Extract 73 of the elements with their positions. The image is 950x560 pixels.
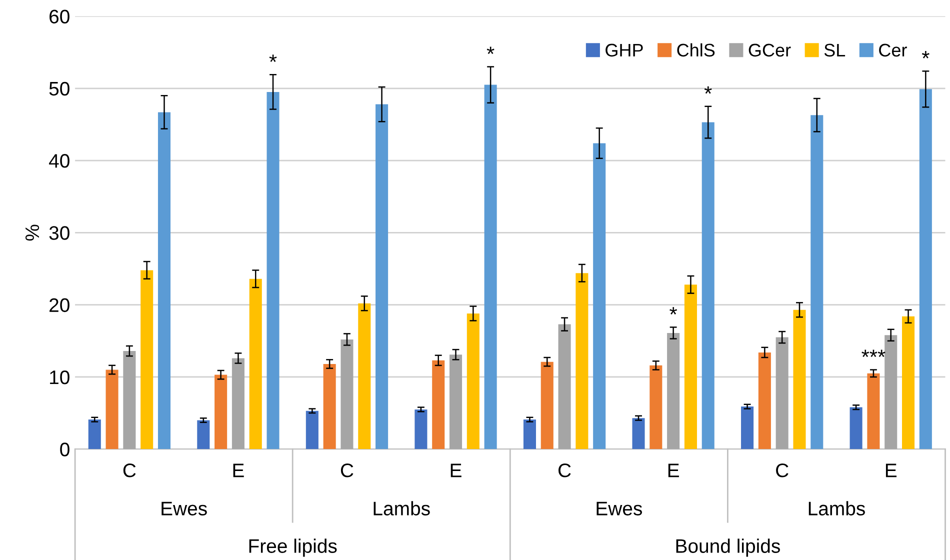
bar [667,332,680,450]
bar [123,351,136,450]
bar [776,337,788,450]
y-tick-label: 40 [49,154,70,168]
data-label: * [704,86,712,94]
bar [197,420,210,450]
bar [484,84,497,450]
text: Bound lipids [676,538,780,557]
x-tick-label: E [886,464,897,478]
legend-label: Cer [879,44,907,57]
text: Lambs [808,501,865,516]
bar [140,270,154,450]
y-tick-label: 30 [49,226,70,240]
bar [593,143,606,450]
bar [340,339,354,450]
bar [106,370,118,450]
x-tick-label: C [340,464,354,478]
legend-label: GCer [748,44,791,57]
x-tick-label: C [558,464,571,478]
legend-label: ChlS [677,43,715,57]
text: Ewes [162,502,207,516]
x-tick-label: E [668,464,679,478]
bar [88,420,101,450]
x-tick-label: C [776,464,788,478]
y-tick-label: 50 [49,82,70,96]
bar [741,406,754,450]
bar [466,313,480,450]
legend-label: SL [824,44,846,57]
bar [540,362,554,450]
bar [632,418,645,450]
bar [810,115,824,450]
y-tick-label: 60 [50,10,70,24]
bar [758,352,771,450]
bar [376,104,388,450]
data-label: * [922,51,930,58]
bar [902,316,915,450]
bar [414,409,428,450]
data-label: *** [862,350,886,358]
bar [214,374,228,450]
bar [576,273,588,450]
text: Lambs [374,501,430,516]
y-tick-label: 20 [50,298,70,312]
bar [432,360,445,450]
bar [523,420,536,450]
x-tick-label: E [450,464,462,478]
bar [158,112,171,450]
bar [232,358,244,450]
bar [266,92,280,450]
bar [358,303,371,450]
y-axis-title: % [25,224,40,241]
text: Free lipids [249,538,337,557]
bar [867,373,880,450]
legend-label: GHP [606,44,643,57]
bar [449,354,462,450]
bar [702,122,714,450]
x-tick-label: E [233,464,244,478]
bar [249,278,262,450]
data-label: * [486,46,494,54]
data-label: * [269,54,277,62]
bar [684,284,697,450]
bar [793,310,806,450]
bar [306,410,318,450]
data-label: * [670,307,678,314]
bar [919,89,932,450]
bar [884,335,898,450]
x-tick-label: C [123,464,136,478]
bar [650,365,662,450]
bar [850,407,862,450]
bar [558,324,571,450]
y-tick-label: 0 [60,442,70,456]
y-tick-label: 10 [50,370,70,384]
text: Ewes [596,502,642,516]
bar [323,364,336,450]
